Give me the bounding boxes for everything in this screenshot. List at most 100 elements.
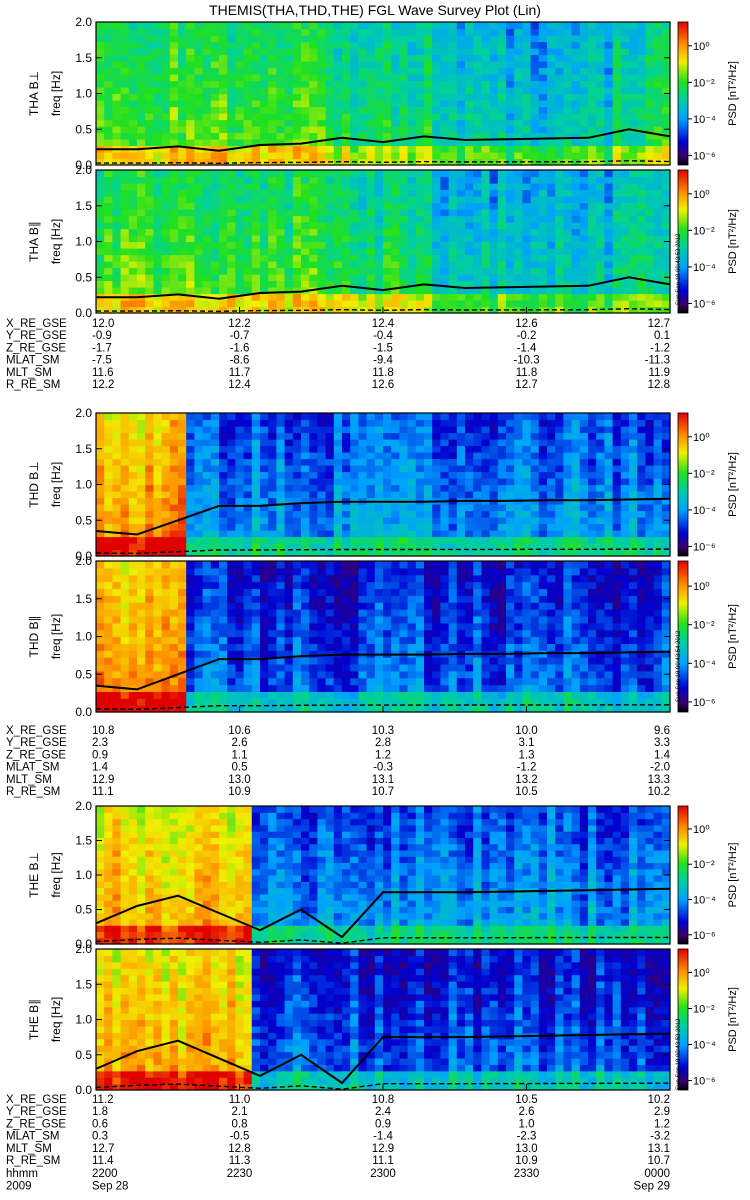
spectrogram-cell <box>325 93 335 101</box>
spectrogram-cell <box>506 478 515 486</box>
spectrogram-cell <box>391 241 400 249</box>
spectrogram-cell <box>243 536 253 544</box>
spectrogram-cell <box>514 145 523 153</box>
colorbar-tick-label: 10⁰ <box>693 432 710 444</box>
spectrogram-cell <box>358 48 368 56</box>
spectrogram-cell <box>629 189 638 197</box>
spectrogram-cell <box>489 215 499 223</box>
spectrogram-cell <box>432 267 441 275</box>
spectrogram-cell <box>579 132 589 140</box>
spectrogram-cell <box>260 93 269 101</box>
spectrogram-cell <box>153 87 163 95</box>
spectrogram-cell <box>169 215 179 223</box>
spectrogram-cell <box>661 106 671 114</box>
spectrogram-cell <box>227 517 236 525</box>
spectrogram-cell <box>661 530 671 538</box>
spectrogram-cell <box>465 235 474 243</box>
spectrogram-cell <box>260 543 269 551</box>
spectrogram-cell <box>284 439 294 447</box>
spectrogram-cell <box>473 510 482 518</box>
spectrogram-cell <box>301 465 310 473</box>
spectrogram-cell <box>612 504 622 512</box>
spectrogram-cell <box>415 445 425 453</box>
spectrogram-cell <box>268 132 277 140</box>
spectrogram-cell <box>104 93 113 101</box>
spectrogram-cell <box>456 158 466 166</box>
spectrogram-cell <box>563 549 573 557</box>
spectrogram-cell <box>579 484 589 492</box>
spectrogram-cell <box>637 439 646 447</box>
spectrogram-cell <box>473 54 482 62</box>
spectrogram-cell <box>210 113 220 121</box>
spectrogram-cell <box>227 300 236 308</box>
spectrogram-cell <box>645 241 655 249</box>
spectrogram-cell <box>596 293 605 301</box>
spectrogram-cell <box>374 510 384 518</box>
spectrogram-cell <box>169 478 179 486</box>
spectrogram-cell <box>161 93 171 101</box>
spectrogram-cell <box>497 445 507 453</box>
spectrogram-cell <box>219 261 228 269</box>
spectrogram-cell <box>169 629 179 638</box>
spectrogram-cell <box>407 100 417 108</box>
spectrogram-cell <box>563 67 573 75</box>
spectrogram-cell <box>342 176 351 184</box>
spectrogram-cell <box>596 300 605 308</box>
spectrogram-cell <box>563 248 573 256</box>
spectrogram-cell <box>465 426 474 434</box>
spectrogram-cell <box>506 293 515 301</box>
spectrogram-cell <box>358 300 368 308</box>
spectrogram-cell <box>120 35 130 43</box>
ephemeris-value: 12.7 <box>648 318 670 330</box>
spectrogram-cell <box>506 235 515 243</box>
spectrogram-cell <box>145 536 154 544</box>
spectrogram-cell <box>284 254 294 262</box>
spectrogram-cell <box>137 54 146 62</box>
spectrogram-cell <box>284 432 294 440</box>
spectrogram-cell <box>366 235 376 243</box>
spectrogram-cell <box>530 48 540 56</box>
spectrogram-cell <box>620 28 630 36</box>
spectrogram-cell <box>260 209 269 217</box>
spectrogram-cell <box>579 458 589 466</box>
spectrogram-cell <box>415 113 425 121</box>
spectrogram-cell <box>202 132 212 140</box>
spectrogram-cell <box>260 549 269 557</box>
spectrogram-cell <box>137 517 146 525</box>
spectrogram-cell <box>366 458 376 466</box>
spectrogram-cell <box>276 126 286 134</box>
spectrogram-cell <box>301 445 310 453</box>
spectrogram-cell <box>481 413 491 421</box>
spectrogram-cell <box>96 22 105 30</box>
spectrogram-cell <box>284 189 294 197</box>
spectrogram-cell <box>210 35 220 43</box>
spectrogram-cell <box>645 419 655 427</box>
spectrogram-cell <box>645 536 655 544</box>
spectrogram-cell <box>637 306 646 314</box>
spectrogram-cell <box>522 248 532 256</box>
spectrogram-cell <box>415 145 425 153</box>
spectrogram-cell <box>128 119 138 127</box>
spectrogram-cell <box>596 452 605 460</box>
spectrogram-cell <box>96 426 105 434</box>
spectrogram-cell <box>358 413 368 421</box>
spectrogram-cell <box>465 196 474 204</box>
spectrogram-cell <box>104 119 113 127</box>
spectrogram-cell <box>112 119 122 127</box>
spectrogram-cell <box>571 452 581 460</box>
spectrogram-cell <box>276 484 286 492</box>
spectrogram-cell <box>219 517 228 525</box>
spectrogram-cell <box>456 132 466 140</box>
spectrogram-cell <box>358 113 368 121</box>
spectrogram-cell <box>292 465 302 473</box>
spectrogram-cell <box>350 113 359 121</box>
spectrogram-cell <box>292 145 302 153</box>
spectrogram-cell <box>251 484 261 492</box>
spectrogram-cell <box>661 41 671 49</box>
spectrogram-cell <box>96 439 105 447</box>
spectrogram-cell <box>374 254 384 262</box>
spectrogram-cell <box>661 209 671 217</box>
spectrogram-cell <box>202 536 212 544</box>
spectrogram-cell <box>596 267 605 275</box>
